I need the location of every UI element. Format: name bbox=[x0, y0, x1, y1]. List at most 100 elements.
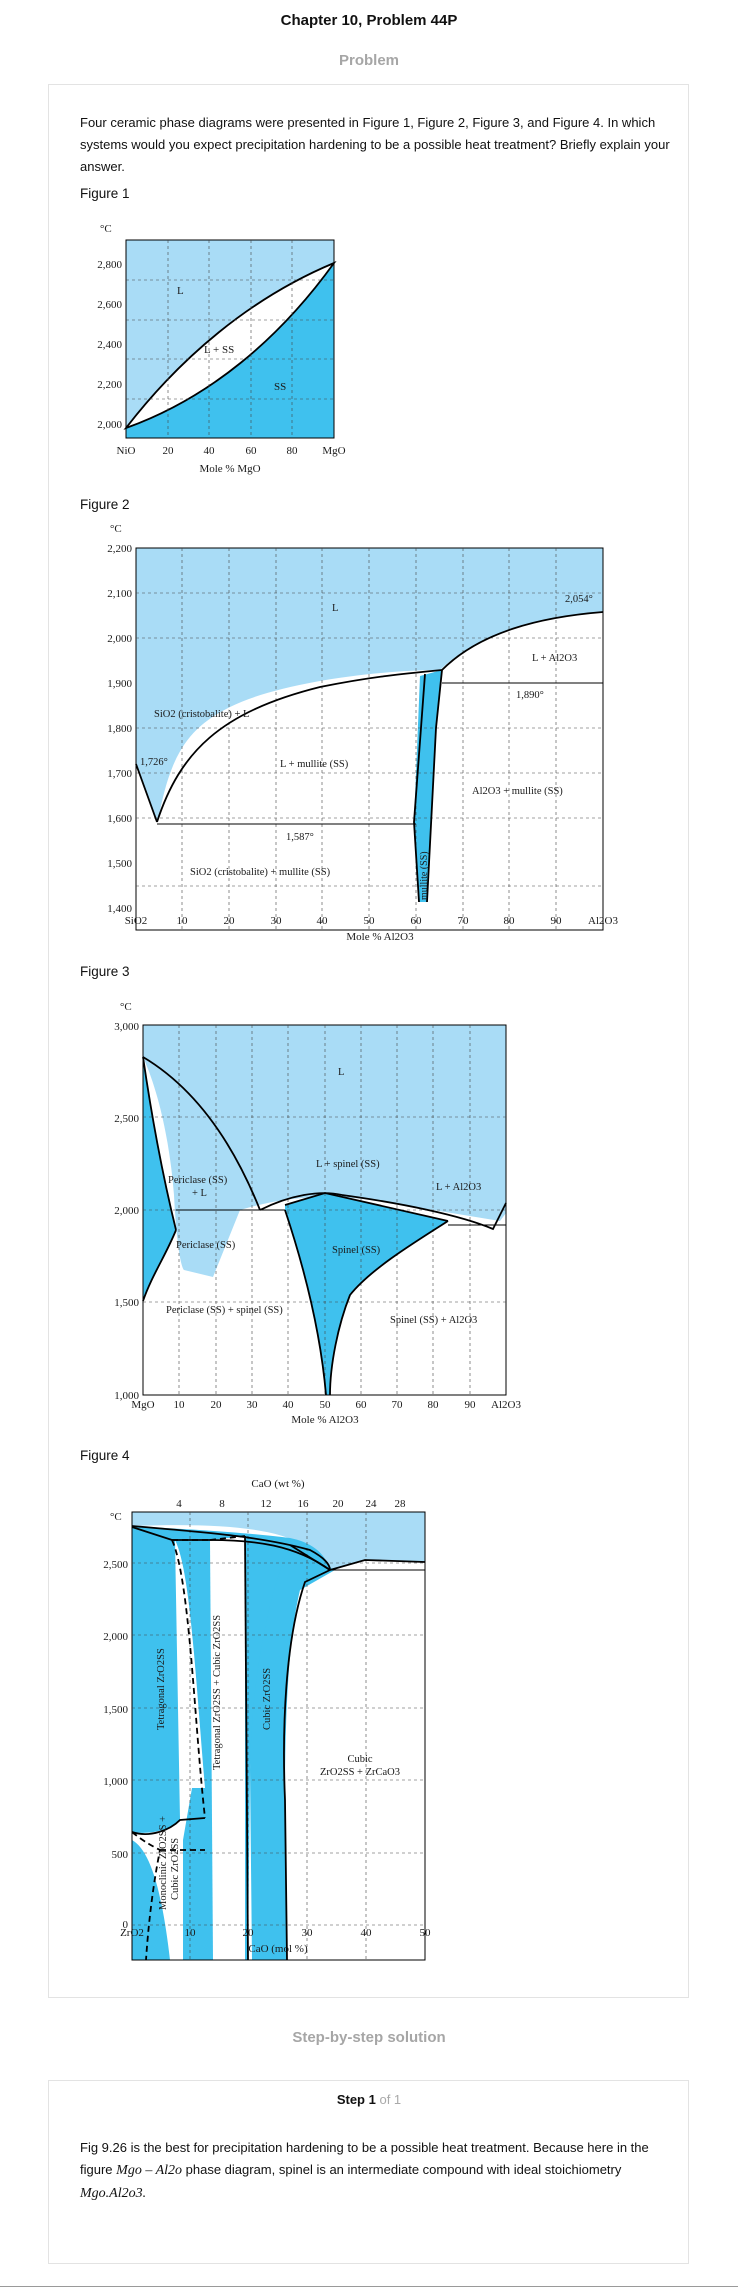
fig3-spinel-al2o3: Spinel (SS) + Al2O3 bbox=[390, 1315, 477, 1326]
problem-text: Four ceramic phase diagrams were present… bbox=[80, 115, 670, 174]
fig4-monoclinic-1: Monoclinic ZrO2SS + bbox=[158, 1816, 169, 1910]
fig2-x-tick: 80 bbox=[504, 915, 516, 927]
fig1-x-tick: 80 bbox=[287, 445, 299, 457]
fig2-y-tick: 1,500 bbox=[107, 858, 132, 870]
figure-1-label: Figure 1 bbox=[80, 186, 130, 201]
fig2-mullite: mullite (SS) bbox=[419, 851, 430, 900]
fig3-x-tick: Al2O3 bbox=[491, 1399, 521, 1411]
figure-3-label: Figure 3 bbox=[80, 964, 130, 979]
fig4-x-tick: 40 bbox=[361, 1927, 373, 1939]
fig2-1587: 1,587° bbox=[286, 832, 314, 843]
fig3-x-label: Mole % Al2O3 bbox=[291, 1414, 359, 1426]
fig3-liquid: L bbox=[338, 1067, 344, 1078]
fig4-x-tick: ZrO2 bbox=[120, 1927, 144, 1939]
fig2-y-tick: 2,000 bbox=[107, 633, 132, 645]
fig1-y-tick: 2,400 bbox=[97, 339, 122, 351]
fig1-region-solid: SS bbox=[274, 381, 286, 393]
figure-4-label: Figure 4 bbox=[80, 1448, 130, 1463]
fig1-region-liquid: L bbox=[177, 285, 184, 297]
fig2-x-tick: SiO2 bbox=[125, 915, 148, 927]
fig1-y-tick: 2,800 bbox=[97, 259, 122, 271]
fig4-x-tick: 10 bbox=[185, 1927, 197, 1939]
fig1-y-tick: 2,200 bbox=[97, 379, 122, 391]
fig4-tetragonal: Tetragonal ZrO2SS bbox=[156, 1648, 167, 1730]
fig4-x-label: CaO (mol %) bbox=[248, 1943, 308, 1955]
fig4-top-tick: 24 bbox=[366, 1498, 378, 1510]
fig3-l-spinel: L + spinel (SS) bbox=[316, 1159, 380, 1170]
fig3-x-tick: 50 bbox=[320, 1399, 332, 1411]
solution-heading: Step-by-step solution bbox=[292, 2029, 446, 2046]
fig4-top-axis-label: CaO (wt %) bbox=[251, 1478, 304, 1490]
fig2-1726: 1,726° bbox=[140, 757, 168, 768]
fig2-y-tick: 1,700 bbox=[107, 768, 132, 780]
solution-card bbox=[48, 2080, 689, 2264]
fig4-y-tick: 500 bbox=[112, 1849, 129, 1861]
fig3-y-tick: 2,500 bbox=[114, 1113, 139, 1125]
fig3-x-tick: 20 bbox=[211, 1399, 223, 1411]
fig3-x-tick: 30 bbox=[247, 1399, 259, 1411]
step-label: Step 1 bbox=[336, 2092, 376, 2107]
fig1-x-tick: NiO bbox=[117, 445, 136, 457]
fig4-top-tick: 8 bbox=[219, 1498, 225, 1510]
bottom-divider bbox=[0, 2286, 738, 2287]
fig4-y-tick: 1,500 bbox=[103, 1704, 128, 1716]
fig4-y-tick: 2,000 bbox=[103, 1631, 128, 1643]
fig2-unit: °C bbox=[110, 523, 122, 535]
fig3-y-tick: 2,000 bbox=[114, 1205, 139, 1217]
fig2-1890: 1,890° bbox=[516, 690, 544, 701]
fig4-x-tick: 50 bbox=[420, 1927, 432, 1939]
step-of: of 1 bbox=[379, 2092, 402, 2107]
fig2-x-tick: 20 bbox=[224, 915, 236, 927]
fig4-y-tick: 0 bbox=[123, 1919, 129, 1931]
figure-2-diagram: °C 2,200 2,100 2,000 1,900 1,800 1,700 1… bbox=[107, 523, 618, 943]
fig2-x-label: Mole % Al2O3 bbox=[346, 931, 414, 943]
fig2-l-mullite: L + mullite (SS) bbox=[280, 759, 349, 770]
fig2-y-tick: 2,200 bbox=[107, 543, 132, 555]
fig4-top-tick: 20 bbox=[333, 1498, 345, 1510]
fig2-x-tick: 50 bbox=[364, 915, 376, 927]
fig2-y-tick: 1,400 bbox=[107, 903, 132, 915]
fig3-x-tick: 60 bbox=[356, 1399, 368, 1411]
fig2-2054: 2,054° bbox=[565, 594, 593, 605]
fig4-monoclinic-2: Cubic ZrO2SS bbox=[170, 1838, 181, 1900]
fig3-y-tick: 1,500 bbox=[114, 1297, 139, 1309]
solution-text-2: phase diagram, spinel is an intermediate… bbox=[185, 2162, 622, 2177]
fig3-y-tick: 1,000 bbox=[114, 1390, 139, 1402]
figure-1-diagram: °C 2,800 2,600 2,400 2,200 2,000 NiO 20 … bbox=[97, 223, 345, 475]
fig3-periclase: Periclase (SS) bbox=[176, 1240, 236, 1251]
fig2-x-tick: 30 bbox=[271, 915, 283, 927]
fig2-liquid: L bbox=[332, 603, 338, 614]
fig1-x-tick: 60 bbox=[246, 445, 258, 457]
fig3-x-tick: 70 bbox=[392, 1399, 404, 1411]
fig2-cristobalite-mullite: SiO2 (cristobalite) + mullite (SS) bbox=[190, 867, 331, 878]
figure-2-label: Figure 2 bbox=[80, 497, 130, 512]
fig2-y-tick: 1,800 bbox=[107, 723, 132, 735]
fig3-x-tick: 90 bbox=[465, 1399, 477, 1411]
fig1-unit: °C bbox=[100, 223, 112, 235]
fig4-cubic: Cubic ZrO2SS bbox=[262, 1668, 273, 1730]
step-header: Step 1 of 1 bbox=[0, 2092, 738, 2107]
fig1-y-tick: 2,000 bbox=[97, 419, 122, 431]
fig4-top-tick: 16 bbox=[298, 1498, 310, 1510]
fig2-x-tick: 70 bbox=[458, 915, 470, 927]
fig3-spinel: Spinel (SS) bbox=[332, 1245, 381, 1256]
problem-heading: Problem bbox=[338, 52, 399, 69]
fig4-unit: °C bbox=[110, 1511, 122, 1523]
fig1-x-tick: 20 bbox=[163, 445, 175, 457]
fig2-y-tick: 1,900 bbox=[107, 678, 132, 690]
fig2-l-al2o3: L + Al2O3 bbox=[532, 653, 577, 664]
fig4-x-tick: 20 bbox=[243, 1927, 255, 1939]
fig3-periclase-spinel: Periclase (SS) + spinel (SS) bbox=[166, 1305, 283, 1316]
fig2-x-tick: 90 bbox=[551, 915, 563, 927]
fig3-periclase-l-1: Periclase (SS) bbox=[168, 1175, 228, 1186]
fig3-y-tick: 3,000 bbox=[114, 1021, 139, 1033]
fig4-cubic-zrcao3-2: ZrO2SS + ZrCaO3 bbox=[320, 1767, 400, 1778]
fig4-tetragonal-cubic: Tetragonal ZrO2SS + Cubic ZrO2SS bbox=[212, 1615, 223, 1770]
fig2-y-tick: 2,100 bbox=[107, 588, 132, 600]
fig4-top-tick: 4 bbox=[176, 1498, 182, 1510]
fig4-cubic-zrcao3-1: Cubic bbox=[347, 1754, 372, 1765]
solution-math-1: Mgo – Al2o bbox=[116, 2163, 183, 2178]
fig1-x-tick: 40 bbox=[204, 445, 216, 457]
fig4-y-tick: 2,500 bbox=[103, 1559, 128, 1571]
solution-text: Fig 9.26 is the best for precipitation h… bbox=[80, 2137, 670, 2205]
